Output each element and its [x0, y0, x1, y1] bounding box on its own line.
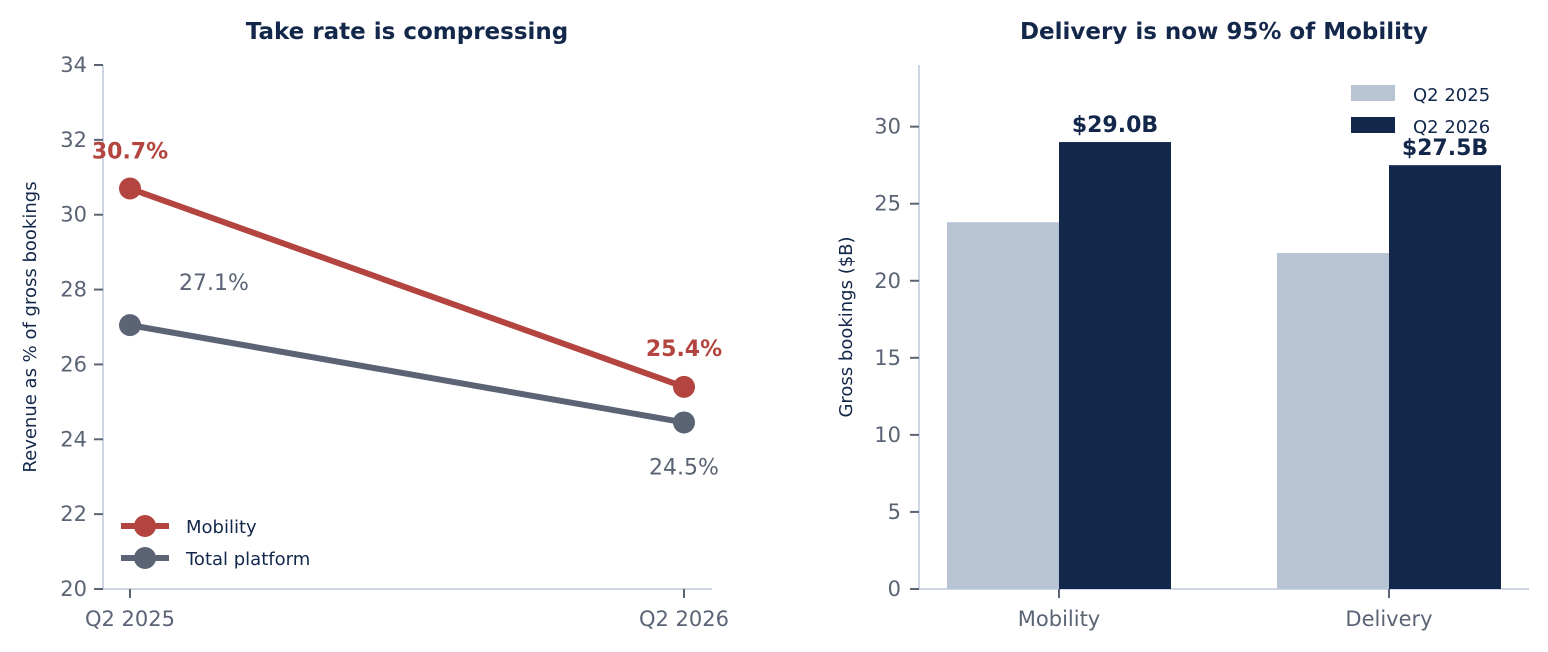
right-y-tick-label: 25: [874, 192, 901, 216]
left-y-axis-label: Revenue as % of gross bookings: [20, 181, 41, 472]
left-chart-title: Take rate is compressing: [246, 19, 568, 45]
left-legend: Mobility Total platform: [121, 515, 310, 570]
left-y-tick-label: 30: [60, 203, 87, 227]
left-y-ticks: 20 22 24 26 28 30 32 34: [60, 53, 103, 601]
left-data-labels: 30.7% 25.4% 27.1% 24.5%: [92, 140, 722, 481]
right-legend: Q2 2025 Q2 2026: [1351, 85, 1490, 138]
data-label-mobility: 25.4%: [646, 337, 722, 362]
left-y-tick-label: 34: [60, 53, 87, 77]
right-y-tick-label: 30: [874, 115, 901, 139]
data-label-mobility: 30.7%: [92, 140, 168, 165]
bar-delivery-q2-2026: [1389, 165, 1501, 590]
legend-label-q2-2026: Q2 2026: [1413, 117, 1490, 138]
legend-marker-total-platform: [134, 547, 156, 569]
legend-label-total-platform: Total platform: [185, 549, 310, 570]
bar-delivery-q2-2025: [1277, 253, 1389, 589]
right-y-tick-label: 5: [888, 500, 901, 524]
right-x-tick-label: Mobility: [1018, 607, 1100, 631]
series-line-total-platform: [129, 322, 685, 426]
bar-mobility-q2-2026: [1059, 142, 1171, 589]
take-rate-chart: Take rate is compressing Revenue as % of…: [20, 19, 729, 631]
legend-label-q2-2025: Q2 2025: [1413, 85, 1490, 106]
right-y-axis-label: Gross bookings ($B): [836, 236, 857, 417]
right-x-tick-label: Delivery: [1345, 607, 1432, 631]
data-point-total-platform: [119, 314, 141, 337]
right-chart-title: Delivery is now 95% of Mobility: [1020, 19, 1428, 45]
left-x-tick-label: Q2 2026: [639, 607, 729, 631]
right-y-tick-label: 15: [874, 346, 901, 370]
right-y-ticks: 0 5 10 15 20 25 30: [874, 115, 919, 601]
left-y-tick-label: 28: [60, 278, 87, 302]
gross-bookings-chart: Delivery is now 95% of Mobility Gross bo…: [836, 19, 1529, 631]
bar-mobility-q2-2025: [947, 222, 1059, 589]
left-x-tick-label: Q2 2025: [85, 607, 175, 631]
right-y-tick-label: 0: [888, 577, 901, 601]
series-line-mobility: [128, 185, 686, 390]
data-label-total-platform: 24.5%: [649, 455, 719, 480]
legend-marker-mobility: [134, 515, 156, 537]
left-series: [119, 177, 695, 434]
legend-swatch-q2-2026: [1351, 117, 1395, 133]
bar-label-mobility: $29.0B: [1072, 113, 1158, 138]
data-label-total-platform: 27.1%: [179, 271, 249, 296]
right-bars: [947, 142, 1501, 590]
legend-swatch-q2-2025: [1351, 85, 1395, 101]
right-y-tick-label: 20: [874, 269, 901, 293]
data-point-mobility: [673, 375, 695, 398]
right-data-labels: $29.0B $27.5B: [1072, 113, 1488, 161]
left-x-ticks: Q2 2025 Q2 2026: [85, 589, 729, 631]
left-y-tick-label: 22: [60, 502, 87, 526]
left-y-tick-label: 26: [60, 352, 87, 376]
left-y-tick-label: 20: [60, 577, 87, 601]
left-y-tick-label: 32: [60, 128, 87, 152]
right-x-ticks: Mobility Delivery: [1018, 589, 1433, 631]
data-point-mobility: [119, 177, 141, 200]
bar-label-delivery: $27.5B: [1402, 136, 1488, 161]
legend-label-mobility: Mobility: [186, 517, 257, 538]
data-point-total-platform: [673, 411, 695, 434]
right-y-tick-label: 10: [874, 423, 901, 447]
left-y-tick-label: 24: [60, 427, 87, 451]
